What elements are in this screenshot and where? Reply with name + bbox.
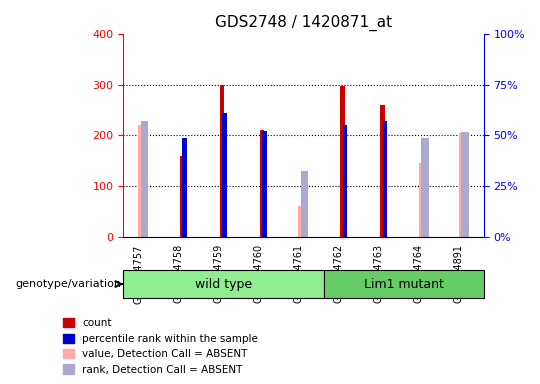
FancyBboxPatch shape: [123, 270, 323, 298]
Bar: [458, 133, 466, 237]
FancyBboxPatch shape: [323, 270, 484, 298]
Bar: [141, 121, 148, 237]
Bar: [138, 125, 146, 237]
Bar: [462, 132, 469, 237]
Bar: [380, 105, 384, 237]
Bar: [220, 84, 225, 237]
Bar: [418, 163, 426, 237]
Text: Lim1 mutant: Lim1 mutant: [363, 278, 443, 291]
Text: genotype/variation: genotype/variation: [15, 279, 122, 289]
Bar: [299, 206, 306, 237]
Bar: [382, 121, 387, 237]
Text: wild type: wild type: [195, 278, 252, 291]
Bar: [183, 138, 187, 237]
Legend: count, percentile rank within the sample, value, Detection Call = ABSENT, rank, : count, percentile rank within the sample…: [59, 314, 262, 379]
Bar: [342, 125, 347, 237]
Bar: [222, 113, 227, 237]
Bar: [260, 130, 265, 237]
Bar: [421, 138, 429, 237]
Title: GDS2748 / 1420871_at: GDS2748 / 1420871_at: [215, 15, 392, 31]
Bar: [340, 86, 345, 237]
Bar: [301, 171, 308, 237]
Bar: [180, 156, 184, 237]
Bar: [262, 131, 267, 237]
